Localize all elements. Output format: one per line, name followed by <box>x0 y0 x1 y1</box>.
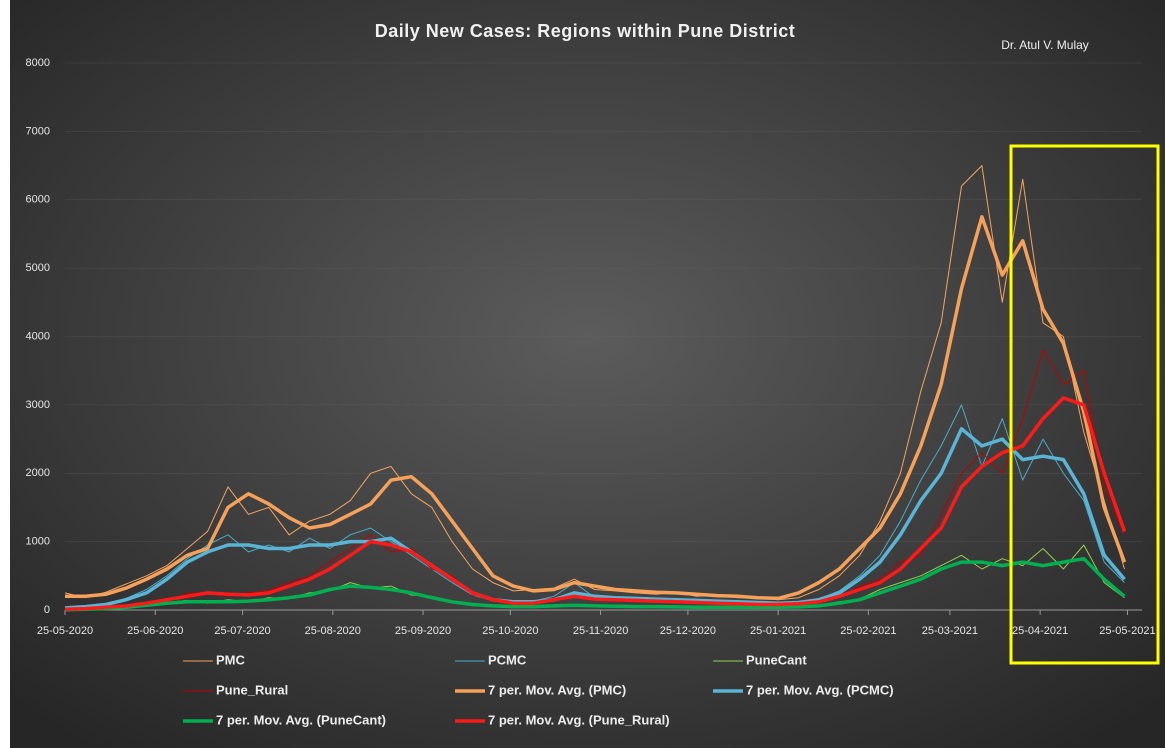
author: Dr. Atul V. Mulay <box>1001 38 1089 52</box>
legend-label: 7 per. Mov. Avg. (Pune_Rural) <box>488 712 670 727</box>
chart-background <box>10 0 1165 748</box>
chart-title: Daily New Cases: Regions within Pune Dis… <box>375 21 796 41</box>
x-tick-label: 25-12-2020 <box>660 625 716 637</box>
series-line <box>64 427 1126 610</box>
legend-label: 7 per. Mov. Avg. (PuneCant) <box>216 712 386 727</box>
series-line <box>64 556 1126 612</box>
y-tick-label: 6000 <box>26 194 50 206</box>
y-tick-label: 3000 <box>26 399 50 411</box>
x-tick-label: 25-04-2021 <box>1012 625 1068 637</box>
x-tick-label: 25-05-2021 <box>1099 625 1155 637</box>
x-tick-label: 25-07-2020 <box>214 625 270 637</box>
series-line <box>64 165 1125 601</box>
series-line <box>64 396 1127 612</box>
x-tick-label: 25-11-2020 <box>573 625 628 637</box>
legend-label: PMC <box>216 652 246 667</box>
legend-label: 7 per. Mov. Avg. (PCMC) <box>746 682 894 697</box>
legend-label: Pune_Rural <box>216 682 288 697</box>
legend-label: PuneCant <box>746 652 807 667</box>
y-tick-label: 1000 <box>26 536 50 548</box>
y-tick-label: 7000 <box>26 125 50 137</box>
y-tick-label: 5000 <box>26 262 50 274</box>
x-tick-label: 25-08-2020 <box>305 625 361 637</box>
legend-label: PCMC <box>488 652 527 667</box>
x-tick-label: 25-06-2020 <box>127 625 183 637</box>
highlight-box <box>1009 144 1160 665</box>
x-tick-label: 25-10-2020 <box>482 625 538 637</box>
x-tick-label: 25-01-2021 <box>750 625 806 637</box>
y-tick-label: 8000 <box>26 57 50 69</box>
y-tick-label: 2000 <box>26 467 50 479</box>
y-tick-label: 4000 <box>26 330 50 342</box>
x-tick-label: 25-03-2021 <box>922 625 978 637</box>
x-tick-label: 25-05-2020 <box>37 625 93 637</box>
x-tick-label: 25-02-2021 <box>840 625 896 637</box>
y-tick-label: 0 <box>44 604 50 616</box>
legend-label: 7 per. Mov. Avg. (PMC) <box>488 682 626 697</box>
x-tick-label: 25-09-2020 <box>395 625 451 637</box>
series-line <box>65 215 1127 601</box>
